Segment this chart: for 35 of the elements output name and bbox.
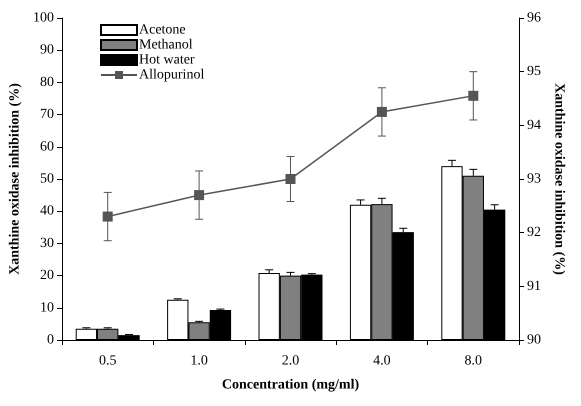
y-tick-label: 0 <box>47 332 54 348</box>
x-tick-label: 4.0 <box>373 354 391 368</box>
y-tick-label: 50 <box>40 172 54 186</box>
y-axis-title: Xanthine oxidase inhibition (%) <box>8 82 23 275</box>
x-tick-label: 1.0 <box>190 354 208 368</box>
y-tick-label: 10 <box>40 300 54 316</box>
y2-tick-label: 91 <box>527 278 541 294</box>
y-tick-label: 70 <box>40 107 54 122</box>
legend-label: Allopurinol <box>139 68 204 82</box>
point <box>376 106 387 117</box>
y-tick-label: 60 <box>40 139 54 154</box>
x-tick-label: 8.0 <box>464 354 482 368</box>
y-tick-label: 40 <box>40 204 54 219</box>
y-tick-label: 20 <box>40 268 54 284</box>
legend-label: Acetone <box>139 22 186 38</box>
y2-tick-label: 94 <box>527 118 541 133</box>
y2-axis-title: Xanthine oxidase inhibition (%) <box>551 83 566 276</box>
y2-tick-label: 96 <box>527 10 541 26</box>
point <box>286 174 296 184</box>
y2-tick-label: 90 <box>527 332 541 348</box>
x-tick-label: 2.0 <box>282 354 300 368</box>
y2-tick-label: 93 <box>527 172 541 186</box>
point <box>468 90 478 101</box>
point <box>194 190 204 200</box>
x-tick-label: 0.5 <box>98 354 116 368</box>
point <box>102 212 113 222</box>
x-axis-title: Concentration (mg/ml) <box>222 378 360 392</box>
legend-label: Methanol <box>139 38 193 52</box>
legend-label: Hot water <box>139 52 195 68</box>
y-tick-label: 80 <box>40 74 54 90</box>
y-tick-label: 30 <box>40 236 54 251</box>
y2-tick-label: 95 <box>527 64 541 80</box>
y2-tick-label: 92 <box>527 225 541 240</box>
y-tick-label: 90 <box>40 42 54 58</box>
y-tick-label: 100 <box>33 10 54 26</box>
